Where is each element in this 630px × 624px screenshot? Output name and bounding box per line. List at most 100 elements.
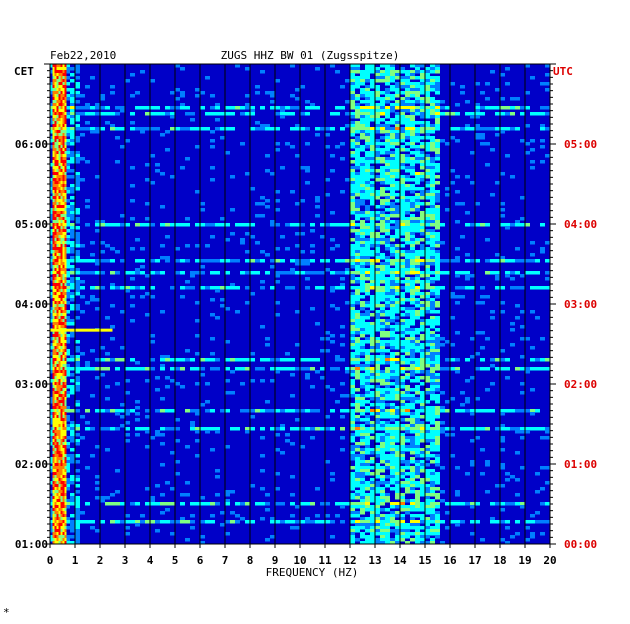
low-frequency-band-cell	[56, 313, 59, 317]
spectrogram-cell	[360, 385, 365, 389]
spectrogram-cell	[455, 256, 460, 260]
spectrogram-cell	[450, 343, 455, 347]
spectrogram-cell	[355, 349, 360, 353]
low-frequency-band-cell	[60, 268, 63, 272]
spectrogram-cell	[155, 484, 160, 488]
low-frequency-band-cell	[56, 307, 59, 311]
spectrogram-cell	[410, 331, 415, 335]
low-frequency-band-cell	[56, 400, 59, 404]
spectrogram-cell	[210, 427, 215, 431]
spectrogram-cell	[410, 448, 415, 452]
spectrogram-cell	[485, 460, 490, 464]
spectrogram-cell	[340, 415, 345, 419]
spectrogram-cell	[90, 271, 95, 275]
low-frequency-band-cell	[60, 253, 63, 257]
spectrogram-cell	[470, 112, 475, 116]
spectrogram-cell	[355, 271, 360, 275]
spectrogram-cell	[415, 349, 420, 353]
low-frequency-band-cell	[64, 88, 67, 92]
spectrogram-cell	[65, 280, 70, 284]
spectrogram-cell	[300, 250, 305, 254]
low-frequency-band-cell	[62, 310, 65, 314]
low-frequency-band-cell	[60, 475, 63, 479]
spectrogram-cell	[350, 391, 355, 395]
spectrogram-cell	[490, 382, 495, 386]
spectrogram-cell	[380, 436, 385, 440]
low-frequency-band-cell	[60, 259, 63, 263]
spectrogram-cell	[375, 394, 380, 398]
spectrogram-cell	[360, 256, 365, 260]
low-frequency-band-cell	[52, 430, 55, 434]
spectrogram-cell	[415, 367, 420, 371]
low-frequency-band-cell	[52, 259, 55, 263]
spectrogram-cell	[510, 328, 515, 332]
low-frequency-band-cell	[62, 259, 65, 263]
spectrogram-cell	[65, 292, 70, 296]
low-frequency-band-cell	[52, 379, 55, 383]
low-frequency-band-cell	[58, 463, 61, 467]
spectrogram-cell	[395, 286, 400, 290]
spectrogram-cell	[425, 319, 430, 323]
spectrogram-cell	[335, 358, 340, 362]
low-frequency-band-cell	[62, 67, 65, 71]
low-frequency-band-cell	[60, 79, 63, 83]
spectrogram-cell	[390, 175, 395, 179]
spectrogram-cell	[370, 355, 375, 359]
spectrogram-cell	[345, 301, 350, 305]
spectrogram-cell	[410, 166, 415, 170]
low-frequency-band-cell	[64, 340, 67, 344]
spectrogram-cell	[80, 133, 85, 137]
spectrogram-cell	[530, 139, 535, 143]
spectrogram-cell	[535, 427, 540, 431]
spectrogram-cell	[245, 232, 250, 236]
spectrogram-cell	[245, 301, 250, 305]
spectrogram-cell	[390, 481, 395, 485]
low-frequency-band-cell	[64, 295, 67, 299]
spectrogram-cell	[420, 478, 425, 482]
low-frequency-band-cell	[52, 421, 55, 425]
spectrogram-cell	[315, 106, 320, 110]
spectrogram-cell	[370, 424, 375, 428]
low-frequency-band-cell	[52, 88, 55, 92]
spectrogram-cell	[305, 106, 310, 110]
spectrogram-cell	[290, 358, 295, 362]
low-frequency-band-cell	[54, 322, 57, 326]
spectrogram-cell	[390, 130, 395, 134]
low-frequency-band-cell	[58, 196, 61, 200]
spectrogram-cell	[205, 76, 210, 80]
spectrogram-cell	[360, 325, 365, 329]
low-frequency-band-cell	[62, 100, 65, 104]
spectrogram-cell	[355, 358, 360, 362]
spectrogram-cell	[195, 244, 200, 248]
spectrogram-cell	[115, 271, 120, 275]
spectrogram-cell	[430, 109, 435, 113]
spectrogram-cell	[65, 418, 70, 422]
spectrogram-cell	[395, 454, 400, 458]
spectrogram-cell	[85, 361, 90, 365]
spectrogram-cell	[435, 127, 440, 131]
spectrogram-cell	[65, 274, 70, 278]
spectrogram-cell	[425, 412, 430, 416]
spectrogram-cell	[395, 205, 400, 209]
spectrogram-cell	[70, 187, 75, 191]
low-frequency-band-cell	[54, 316, 57, 320]
low-frequency-band-cell	[54, 202, 57, 206]
low-frequency-band-cell	[52, 385, 55, 389]
low-frequency-band-cell	[62, 202, 65, 206]
low-frequency-band-cell	[56, 421, 59, 425]
spectrogram-cell	[400, 178, 405, 182]
spectrogram-cell	[355, 193, 360, 197]
spectrogram-cell	[145, 127, 150, 131]
spectrogram-cell	[360, 367, 365, 371]
spectrogram-cell	[410, 316, 415, 320]
low-frequency-band-cell	[52, 352, 55, 356]
low-frequency-band-cell	[52, 487, 55, 491]
low-frequency-band-cell	[56, 259, 59, 263]
low-frequency-band-cell	[54, 382, 57, 386]
spectrogram-cell	[290, 373, 295, 377]
spectrogram-cell	[250, 427, 255, 431]
spectrogram-cell	[365, 391, 370, 395]
spectrogram-cell	[390, 427, 395, 431]
spectrogram-cell	[65, 211, 70, 215]
spectrogram-cell	[485, 82, 490, 86]
